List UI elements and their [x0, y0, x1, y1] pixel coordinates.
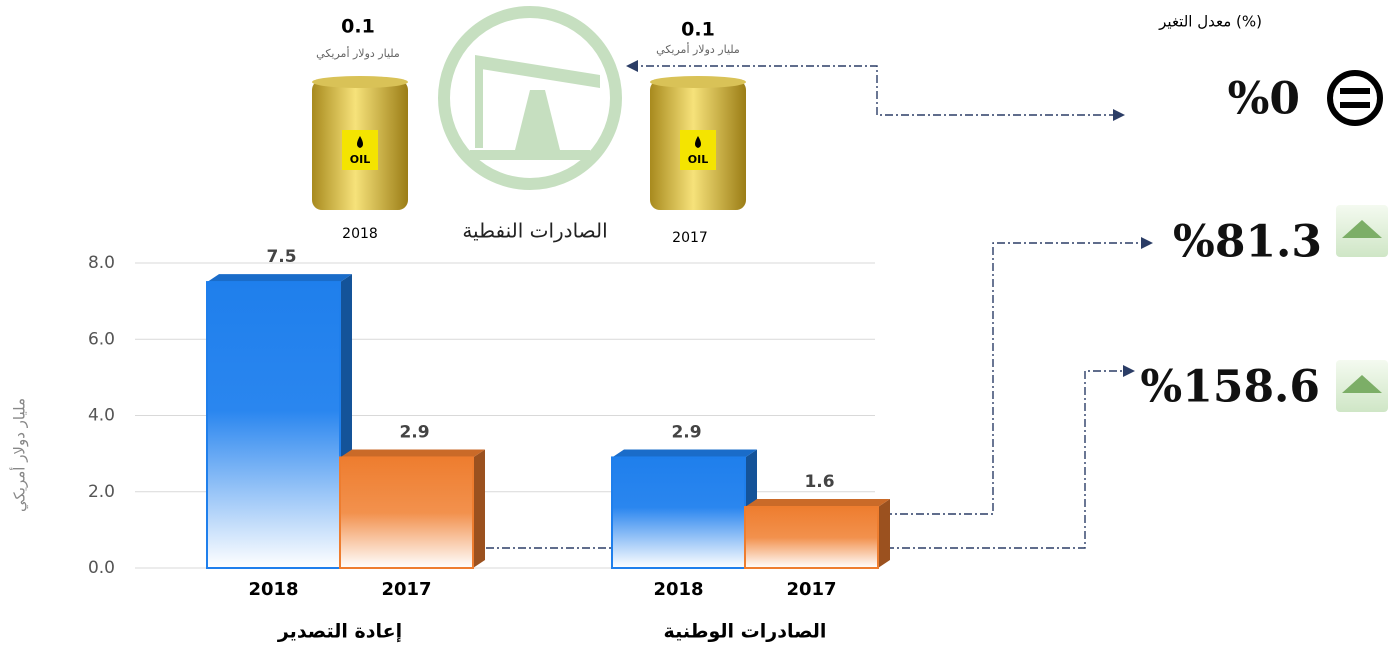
- change-value: %158.6: [1140, 362, 1320, 413]
- bar-chart: مليار دولار أمريكي 0.0 2.0 4.0 6.0 8.0 إعادة …: [10, 247, 890, 643]
- bar: [744, 506, 879, 569]
- oil-unit: مليار دولار أمريكي: [656, 42, 740, 56]
- svg-text:OIL: OIL: [688, 153, 708, 166]
- x-tick-label: 2017: [381, 579, 431, 600]
- y-tick-label: 6.0: [88, 329, 115, 349]
- barrel: OIL: [312, 76, 408, 210]
- bar: [339, 456, 474, 569]
- up-icon: [1336, 360, 1388, 412]
- y-tick-label: 2.0: [88, 482, 115, 502]
- category-label: الصادرات الوطنية: [664, 621, 827, 643]
- bar-top: [207, 274, 352, 283]
- value-label: 1.6: [804, 472, 834, 492]
- flat-icon: [1327, 70, 1383, 126]
- change-value: %81.3: [1173, 217, 1322, 268]
- y-tick-label: 4.0: [88, 406, 115, 426]
- y-tick-label: 8.0: [88, 253, 115, 273]
- bar-side: [878, 499, 890, 568]
- bar: [206, 281, 341, 569]
- category-label: إعادة التصدير: [277, 621, 402, 643]
- bar-top: [340, 449, 485, 458]
- change-title: معدل التغير (%): [1158, 13, 1262, 31]
- x-tick-label: 2018: [248, 579, 298, 600]
- x-tick-label: 2018: [653, 579, 703, 600]
- y-axis-label: مليار دولار أمريكي: [10, 398, 30, 512]
- value-label: 2.9: [671, 422, 701, 442]
- x-tick-label: 2017: [786, 579, 836, 600]
- oil-unit: مليار دولار أمريكي: [316, 46, 400, 60]
- oil-value: 0.1: [341, 16, 375, 38]
- svg-text:OIL: OIL: [350, 153, 370, 166]
- oil-title: الصادرات النفطية: [462, 219, 607, 243]
- bar-top: [612, 449, 757, 458]
- y-tick-label: 0.0: [88, 558, 115, 578]
- bar: [611, 456, 746, 569]
- oil-year: 2017: [672, 230, 708, 246]
- oil-value: 0.1: [681, 19, 715, 41]
- change-value: %0: [1228, 74, 1300, 125]
- value-label: 2.9: [399, 422, 429, 442]
- oil-year: 2018: [342, 226, 378, 242]
- bar-side: [473, 449, 485, 568]
- pump-icon: [438, 6, 622, 190]
- barrel: OIL: [650, 76, 746, 210]
- value-label: 7.5: [266, 247, 296, 267]
- bar-top: [745, 499, 890, 507]
- up-icon: [1336, 205, 1388, 257]
